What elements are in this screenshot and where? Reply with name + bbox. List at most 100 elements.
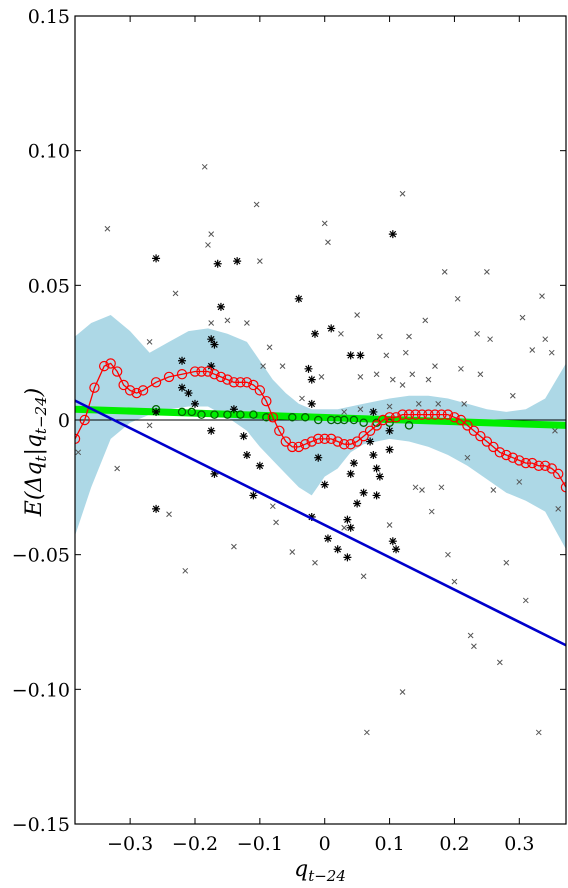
cross-point [244, 320, 250, 326]
x-tick-label: 0.2 [439, 833, 469, 855]
kernel-marker [228, 377, 240, 388]
cross-point [555, 506, 562, 512]
asterisk-point [249, 491, 258, 500]
kernel-marker [222, 374, 233, 385]
asterisk-point [346, 469, 355, 478]
green-marker [333, 415, 342, 425]
asterisk-point [385, 445, 394, 454]
green-marker [313, 415, 323, 425]
cross-point [357, 406, 364, 413]
asterisk-point [242, 451, 251, 460]
kernel-marker [540, 460, 551, 471]
plot-area [75, 163, 566, 736]
cross-point [146, 339, 153, 345]
asterisk-point [307, 375, 316, 384]
cross-point [325, 239, 331, 246]
asterisk-point [343, 515, 352, 524]
kernel-marker [514, 455, 525, 466]
kernel-marker [98, 360, 110, 372]
kernel-marker [326, 433, 337, 445]
asterisk-point [392, 545, 401, 554]
cross-point [451, 578, 458, 585]
kernel-marker [267, 412, 279, 423]
cross-point [406, 333, 412, 340]
asterisk-point [323, 534, 332, 543]
cross-point [399, 382, 406, 388]
asterisk-point [210, 469, 219, 478]
asterisk-point [346, 351, 355, 360]
axes: −0.3 −0.2 −0.1 0 0.1 0.2 0.3−0.15−0.10−0.0500.… [12, 6, 567, 855]
asterisk-point [178, 383, 187, 392]
asterisk-point [190, 399, 199, 408]
kernel-marker [481, 436, 493, 447]
cross-point [467, 632, 474, 639]
kernel-marker [501, 449, 512, 461]
cross-point [383, 352, 390, 359]
kernel-marker [449, 412, 460, 423]
cross-point [373, 371, 380, 378]
cross-point [354, 312, 361, 318]
kernel-marker [488, 441, 499, 453]
kernel-marker [235, 377, 246, 388]
kernel-marker [455, 414, 467, 426]
cross-point [487, 336, 493, 343]
kernel-marker [507, 452, 519, 463]
kernel-marker [475, 430, 486, 442]
kernel-marker [137, 385, 149, 396]
cross-point [75, 449, 82, 456]
asterisk-point [239, 432, 248, 441]
kernel-marker [520, 457, 531, 469]
kernel-marker [189, 366, 201, 377]
cross-point [208, 320, 215, 326]
kernel-marker [111, 366, 123, 377]
cross-point [461, 400, 468, 407]
kernel-marker [261, 395, 272, 407]
cross-point [360, 573, 367, 580]
asterisk-point [184, 389, 193, 398]
cross-point [399, 689, 406, 695]
kernel-marker [202, 366, 214, 377]
cross-point [289, 549, 296, 555]
green-marker [223, 410, 232, 419]
cross-point [539, 293, 545, 299]
kernel-marker [436, 409, 447, 420]
kernel-marker [345, 439, 356, 450]
asterisk-point [307, 512, 316, 521]
cross-point [386, 522, 393, 528]
green-marker [349, 415, 359, 425]
asterisk-point [333, 545, 342, 554]
y-tick-label: 0.10 [28, 141, 70, 163]
cross-point [269, 503, 276, 510]
kernel-marker [410, 409, 421, 420]
kernel-marker [462, 420, 473, 431]
cross-point [438, 484, 445, 491]
cross-point [146, 422, 153, 429]
x-tick-label: 0.1 [374, 833, 404, 855]
cross-point [432, 363, 438, 369]
asterisk-point [366, 437, 375, 446]
kernel-marker [364, 425, 376, 436]
cross-point [542, 336, 549, 343]
confidence-band [75, 315, 566, 550]
kernel-marker [403, 409, 415, 420]
asterisk-point [346, 523, 355, 532]
cross-point [273, 519, 279, 526]
asterisk-point [388, 537, 397, 546]
y-tick-label: 0 [58, 410, 70, 432]
kernel-marker [377, 414, 389, 426]
cross-point [422, 317, 429, 324]
cross-point [364, 729, 370, 736]
cross-point [231, 543, 237, 550]
green-marker [210, 410, 219, 419]
cross-point [519, 314, 526, 321]
cross-point [516, 479, 523, 485]
asterisk-point [353, 499, 362, 508]
kernel-marker [313, 433, 324, 445]
kernel-marker [215, 371, 227, 383]
cross-point [454, 295, 461, 302]
asterisk-point [320, 480, 329, 489]
cross-point [522, 597, 529, 604]
green-marker [288, 413, 297, 422]
asterisk-point [255, 461, 264, 470]
